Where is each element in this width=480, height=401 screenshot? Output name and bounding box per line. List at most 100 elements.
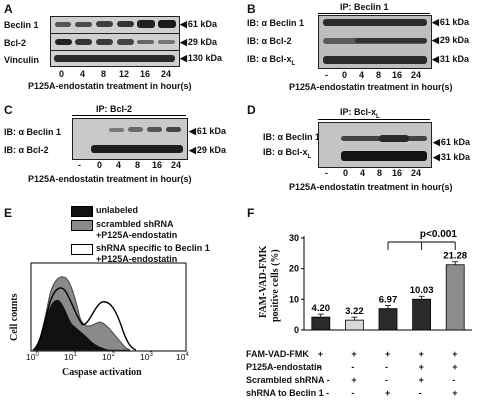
kda-marker: 29 kDa bbox=[189, 145, 226, 156]
x-tick: 103 bbox=[140, 352, 153, 362]
legend-label: +P125A-endostatin bbox=[96, 230, 178, 240]
lane-label: 24 bbox=[161, 69, 172, 79]
table-row-label: FAM-VAD-FMK bbox=[246, 349, 309, 359]
ib-label: IB: α Beclin 1 bbox=[4, 127, 62, 137]
table-mark: + bbox=[418, 362, 424, 372]
kda-marker: 31 kDa bbox=[433, 152, 470, 163]
lane-label: 0 bbox=[342, 70, 348, 80]
kda-marker: 61 kDa bbox=[180, 19, 217, 30]
lane-label: 0 bbox=[59, 69, 65, 79]
ip-bracket bbox=[318, 13, 430, 14]
panel-c-letter: C bbox=[4, 103, 13, 117]
table-row-label: shRNA to Beclin 1 - bbox=[246, 388, 330, 398]
lane-label: 8 bbox=[135, 160, 141, 170]
panel-f-letter: F bbox=[247, 206, 255, 220]
lane-label: 4 bbox=[116, 160, 122, 170]
lane-label: - bbox=[78, 160, 81, 170]
panel-e-ylabel: Cell counts bbox=[9, 293, 20, 342]
table-mark: - bbox=[385, 375, 388, 385]
kda-marker: 29 kDa bbox=[432, 35, 469, 46]
data-label: 6.97 bbox=[379, 295, 398, 306]
table-mark: + bbox=[317, 349, 324, 359]
bar bbox=[345, 319, 364, 331]
lane-label: 24 bbox=[171, 160, 182, 170]
bar bbox=[445, 264, 465, 331]
table-row-label: Scrambled shRNA - bbox=[246, 375, 330, 385]
ip-bracket bbox=[318, 119, 430, 120]
kda-marker: 61 kDa bbox=[189, 126, 226, 137]
table-row-label: P125A-endostatin bbox=[246, 362, 323, 372]
lane-label: - bbox=[325, 70, 328, 80]
table-mark: - bbox=[418, 388, 422, 398]
table-mark: + bbox=[351, 349, 357, 359]
blot-d bbox=[318, 122, 432, 168]
x-tick: 101 bbox=[64, 352, 77, 362]
lane-label: 0 bbox=[343, 168, 349, 178]
table-mark: - bbox=[351, 388, 355, 398]
panel-d-letter: D bbox=[247, 103, 256, 117]
panel-a-caption: P125A-endostatin treatment in hour(s) bbox=[28, 81, 192, 91]
lane-label: 16 bbox=[392, 70, 403, 80]
legend-label: unlabeled bbox=[96, 205, 139, 215]
x-tick: 102 bbox=[102, 352, 115, 362]
ip-label: IP: Beclin 1 bbox=[340, 2, 389, 12]
legend-swatch-scrambled bbox=[71, 220, 93, 231]
ib-label: IB: α Bcl-2 bbox=[4, 145, 49, 155]
lane-label: 24 bbox=[411, 168, 422, 178]
histogram-plot bbox=[30, 262, 187, 352]
lane-label: 16 bbox=[140, 69, 151, 79]
table-mark: + bbox=[351, 375, 357, 385]
ip-label: IP: Bcl-2 bbox=[96, 104, 133, 114]
blot-a-bcl2 bbox=[50, 33, 180, 51]
lane-label: 16 bbox=[152, 160, 163, 170]
kda-marker: 29 kDa bbox=[180, 37, 217, 48]
table-mark: + bbox=[418, 375, 424, 385]
x-tick: 104 bbox=[176, 352, 189, 362]
ip-label: IP: Bcl-xL bbox=[340, 107, 380, 120]
lane-label: - bbox=[325, 168, 328, 178]
blot-c bbox=[72, 118, 188, 160]
y-tick-label: 0 bbox=[294, 325, 299, 335]
data-label: 4.20 bbox=[312, 303, 331, 314]
bar bbox=[311, 316, 331, 331]
table-mark: + bbox=[452, 362, 458, 372]
table-mark: + bbox=[452, 349, 458, 359]
legend-label: +P125A-endostatin bbox=[96, 254, 178, 264]
table-mark: + bbox=[385, 388, 391, 398]
kda-marker: 31 kDa bbox=[432, 54, 469, 65]
legend-swatch-beclin bbox=[71, 244, 93, 255]
lane-label: 8 bbox=[376, 70, 382, 80]
lane-label: 24 bbox=[411, 70, 422, 80]
y-tick-label: 30 bbox=[289, 233, 299, 243]
ib-label: IB: α Bcl-xL bbox=[247, 54, 296, 67]
panel-f-ylabel-1: FAM-VAD-FMK bbox=[258, 245, 269, 318]
table-mark: - bbox=[452, 375, 456, 385]
panel-d-caption: P125A-endostatin treatment in hour(s) bbox=[289, 182, 453, 192]
table-mark: + bbox=[418, 349, 424, 359]
y-tick-label: 20 bbox=[289, 264, 299, 274]
lane-label: 4 bbox=[80, 69, 86, 79]
ib-label: IB: α Bcl-2 bbox=[247, 36, 292, 46]
panel-a-row-label: Bcl-2 bbox=[4, 38, 27, 48]
lane-label: 4 bbox=[359, 70, 365, 80]
lane-label: 12 bbox=[119, 69, 130, 79]
data-label: 3.22 bbox=[345, 306, 364, 317]
kda-marker: 61 kDa bbox=[432, 17, 469, 28]
ib-label: IB: α Bcl-xL bbox=[263, 147, 312, 160]
ip-bracket bbox=[72, 115, 186, 116]
panel-a-letter: A bbox=[4, 2, 13, 16]
blot-b bbox=[318, 15, 432, 69]
lane-label: 8 bbox=[101, 69, 107, 79]
blot-a-beclin bbox=[50, 16, 180, 34]
table-mark: - bbox=[351, 362, 355, 372]
panel-e-xlabel: Caspase activation bbox=[62, 367, 142, 378]
panel-a-row-label: Beclin 1 bbox=[4, 20, 39, 30]
lane-label: 0 bbox=[97, 160, 103, 170]
panel-e-letter: E bbox=[4, 206, 13, 220]
table-mark: + bbox=[385, 349, 391, 359]
panel-b-letter: B bbox=[247, 2, 256, 16]
kda-marker: 61 kDa bbox=[433, 137, 470, 148]
x-tick: 100 bbox=[26, 352, 39, 362]
lane-label: 4 bbox=[360, 168, 366, 178]
table-mark: - bbox=[317, 362, 321, 372]
